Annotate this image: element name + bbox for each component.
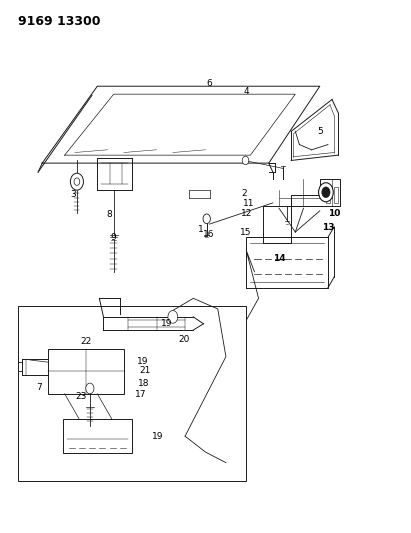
Circle shape [86,383,94,394]
Text: 17: 17 [135,390,147,399]
Bar [62,419,132,453]
Circle shape [322,187,330,198]
Text: 14: 14 [272,254,285,263]
Circle shape [74,178,80,185]
Circle shape [319,183,333,202]
Bar [48,349,124,394]
Text: 23: 23 [75,392,87,401]
Text: 8: 8 [106,210,112,219]
Text: 19: 19 [162,319,173,328]
Text: 5: 5 [317,127,323,136]
Text: 7: 7 [36,383,42,392]
Bar [326,187,330,203]
Circle shape [168,311,178,323]
Text: 12: 12 [240,209,252,218]
Text: 9169 13300: 9169 13300 [18,14,100,28]
Text: 19: 19 [137,358,148,367]
Circle shape [242,156,249,165]
Text: 6: 6 [207,79,212,88]
Text: 2: 2 [242,189,247,198]
Text: 13: 13 [322,223,334,232]
Bar [334,187,338,203]
Text: 15: 15 [240,228,251,237]
Text: 21: 21 [140,367,151,375]
Text: 10: 10 [328,209,340,218]
Text: 20: 20 [179,335,190,344]
Text: 18: 18 [138,378,149,387]
Text: 1: 1 [198,225,203,234]
Circle shape [203,214,210,223]
Text: 9: 9 [111,233,116,242]
Text: 3: 3 [70,190,76,199]
Text: 11: 11 [242,199,254,208]
Circle shape [70,173,83,190]
Text: 22: 22 [81,337,92,346]
Text: 4: 4 [243,87,249,96]
Text: 16: 16 [203,230,214,239]
Bar [18,306,246,481]
Text: 19: 19 [152,432,163,441]
